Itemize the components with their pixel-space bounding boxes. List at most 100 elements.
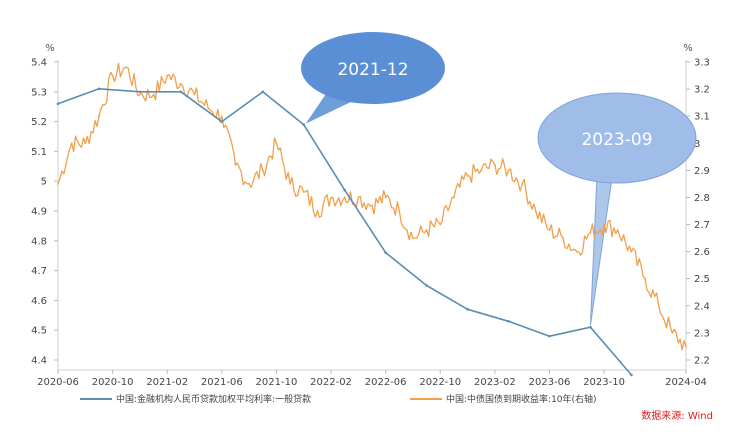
bond-yield-point: [480, 169, 483, 172]
bond-yield-point: [685, 345, 687, 348]
right-tick-label: 3: [694, 139, 700, 150]
loan-rate-point: [179, 90, 183, 94]
x-tick-label: 2023-10: [583, 377, 625, 388]
bond-yield-point: [139, 93, 141, 96]
left-tick-label: 5.4: [31, 58, 47, 69]
bond-yield-point: [630, 250, 633, 253]
bond-yield-point: [84, 142, 87, 145]
right-tick-label: 2.9: [694, 166, 710, 177]
bond-yield-point: [57, 183, 59, 185]
loan-rate-point: [507, 319, 510, 323]
bond-yield-point: [275, 142, 278, 145]
bond-yield-point: [207, 107, 210, 109]
left-tick-label: 4.5: [31, 326, 47, 337]
right-tick-label: 2.4: [694, 301, 710, 312]
callout-2023-09-bubble: [537, 92, 697, 184]
left-tick-label: 4.4: [31, 356, 47, 367]
right-tick-label: 2.3: [694, 328, 710, 339]
right-tick-label: 2.2: [694, 356, 710, 367]
bond-yield-point: [575, 250, 578, 253]
x-tick-label: 2021-02: [146, 377, 188, 388]
bond-yield-point: [466, 174, 469, 177]
bond-yield-point: [179, 82, 182, 85]
x-tick-label: 2024-04: [665, 377, 707, 388]
right-tick-label: 3.1: [694, 112, 710, 123]
callout-2021-12-label: 2021-12: [337, 60, 408, 80]
left-axis-ticks: 5.4 5.3 5.2 5.1 5 4.9 4.8 4.7 4.6 4.5 4.4: [31, 58, 58, 367]
right-tick-label: 2.5: [694, 274, 710, 285]
x-tick-label: 2023-02: [474, 377, 516, 388]
right-tick-label: 3.3: [694, 58, 710, 69]
loan-rate-point: [302, 123, 306, 126]
bond-yield-point: [302, 191, 305, 193]
bond-yield-point: [261, 169, 264, 172]
left-axis-unit: %: [45, 43, 55, 54]
bond-yield-point: [220, 115, 223, 118]
bond-yield-point: [316, 210, 319, 212]
bond-yield-point: [357, 196, 360, 199]
bond-yield-point: [671, 332, 674, 334]
bond-yield-point: [493, 164, 496, 166]
bond-yield-point: [398, 210, 401, 212]
callout-2023-09-label: 2023-09: [581, 130, 652, 150]
loan-rate-point: [630, 373, 633, 377]
right-tick-label: 2.8: [694, 193, 710, 204]
x-tick-label: 2022-10: [419, 377, 461, 388]
right-axis-unit: %: [683, 43, 693, 54]
x-tick-label: 2021-10: [256, 377, 298, 388]
x-tick-label: 2021-06: [201, 377, 243, 388]
loan-rate-point: [589, 325, 592, 329]
bond-yield-point: [657, 304, 660, 307]
left-tick-label: 5: [41, 177, 47, 188]
loan-rate-point: [261, 90, 265, 94]
bond-yield-point: [589, 231, 592, 234]
loan-rate-point: [425, 284, 428, 287]
right-tick-label: 3.2: [694, 85, 710, 96]
series-layer: [56, 62, 687, 377]
bond-yield-point: [234, 164, 237, 166]
left-tick-label: 4.8: [31, 236, 47, 247]
x-tick-label: 2022-06: [365, 377, 407, 388]
bond-yield-point: [603, 223, 605, 226]
bond-yield-point: [330, 196, 332, 199]
left-tick-label: 4.6: [31, 296, 47, 307]
bond-yield-point: [384, 196, 387, 199]
x-axis-ticks: 2020-06 2020-10 2021-02 2021-06 2021-10 2022-…: [37, 370, 707, 388]
callout-2023-09-pointer: [589, 174, 613, 326]
right-tick-label: 2.6: [694, 247, 710, 258]
bond-yield-point: [111, 74, 114, 77]
legend-label-bond-yield: 中国:中债国债到期收益率:10年(右轴): [446, 393, 597, 405]
bond-yield-point: [521, 183, 524, 185]
bond-yield-point: [152, 93, 155, 96]
bond-yield-point: [644, 277, 646, 280]
left-tick-label: 5.2: [31, 117, 47, 128]
loan-rate-point: [343, 188, 346, 192]
loan-rate-point: [466, 308, 469, 311]
x-tick-label: 2020-10: [92, 377, 134, 388]
legend-label-loan-rate: 中国:金融机构人民币贷款加权平均利率:一般贷款: [116, 393, 311, 405]
bond-yield-point: [507, 169, 510, 172]
left-tick-label: 5.3: [31, 87, 47, 98]
loan-rate-point: [138, 90, 142, 94]
x-tick-label: 2022-02: [310, 377, 352, 388]
bond-yield-point: [98, 115, 100, 118]
left-tick-label: 5.1: [31, 147, 47, 158]
loan-rate-point: [220, 120, 224, 123]
bond-yield-point: [371, 204, 373, 207]
right-tick-label: 2.7: [694, 220, 710, 231]
bond-yield-point: [439, 223, 442, 226]
bond-yield-point: [193, 93, 196, 96]
x-tick-label: 2020-06: [37, 377, 79, 388]
loan-rate-point: [97, 87, 101, 91]
bond-yield-point: [425, 229, 428, 231]
bond-yield-point: [166, 74, 169, 77]
bond-yield-point: [289, 183, 291, 185]
bond-yield-point: [70, 142, 73, 145]
loan-rate-point: [384, 251, 387, 255]
bond-yield-point: [534, 210, 537, 212]
bond-yield-point: [343, 196, 346, 199]
bond-yield-point: [412, 237, 414, 239]
callout-2021-12-bubble: [301, 32, 445, 104]
left-tick-label: 4.7: [31, 266, 47, 277]
